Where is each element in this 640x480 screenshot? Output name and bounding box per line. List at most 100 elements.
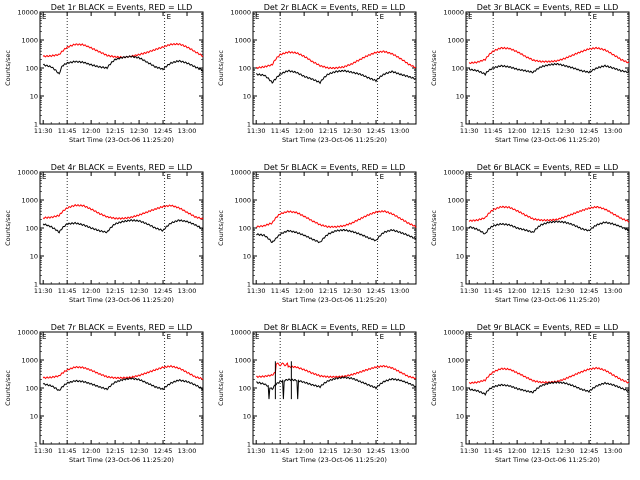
x-tick-label: 12:30 xyxy=(556,447,575,455)
plot-frame xyxy=(252,331,417,445)
series-events-line xyxy=(468,62,630,77)
e-marker: E xyxy=(42,13,46,21)
series-lld-line xyxy=(468,366,630,385)
x-tick-label: 12:00 xyxy=(82,447,101,455)
y-tick-label: 10 xyxy=(456,253,464,261)
plot-frame xyxy=(39,331,204,445)
panel-chart-svg: Det 4r BLACK = Events, RED = LLD 1 10 100 10… xyxy=(4,163,204,304)
series-lld-line xyxy=(42,203,204,220)
x-tick-label: 12:00 xyxy=(295,447,314,455)
y-tick-label: 100 xyxy=(452,385,464,393)
detector-panel-1: Det 1r BLACK = Events, RED = LLD 1 10 100 10… xyxy=(0,0,213,160)
x-tick-label: 13:00 xyxy=(391,287,410,295)
x-tick-label: 12:30 xyxy=(130,447,149,455)
x-tick-label: 12:30 xyxy=(556,127,575,135)
y-tick-label: 1 xyxy=(247,281,251,289)
y-tick-label: 100 xyxy=(239,65,251,73)
detector-panel-2: Det 2r BLACK = Events, RED = LLD 1 10 100 10… xyxy=(213,0,426,160)
x-tick-label: 12:45 xyxy=(580,447,599,455)
x-tick-label: 13:00 xyxy=(178,287,197,295)
e-marker: E xyxy=(468,13,472,21)
y-tick-label: 1000 xyxy=(21,357,38,365)
e-marker: E xyxy=(255,173,259,181)
e-marker: E xyxy=(380,333,384,341)
series-events-line xyxy=(42,377,204,391)
x-axis-label: Start Time (23-Oct-06 11:25:20) xyxy=(69,136,174,144)
x-axis-label: Start Time (23-Oct-06 11:25:20) xyxy=(69,296,174,304)
x-tick-label: 12:15 xyxy=(532,447,551,455)
panel-title: Det 2r BLACK = Events, RED = LLD xyxy=(264,3,406,12)
y-tick-label: 100 xyxy=(26,385,38,393)
series-events-line xyxy=(42,55,204,75)
x-tick-label: 12:15 xyxy=(319,127,338,135)
y-tick-label: 10 xyxy=(456,93,464,101)
e-marker: E xyxy=(380,13,384,21)
x-tick-label: 11:45 xyxy=(58,447,77,455)
x-axis-label: Start Time (23-Oct-06 11:25:20) xyxy=(495,136,600,144)
x-tick-label: 13:00 xyxy=(604,447,623,455)
y-tick-label: 1 xyxy=(247,441,251,449)
e-marker: E xyxy=(167,333,171,341)
y-tick-label: 1 xyxy=(34,441,38,449)
panel-chart-svg: Det 3r BLACK = Events, RED = LLD 1 10 100 10… xyxy=(430,3,630,144)
y-tick-label: 1000 xyxy=(234,197,251,205)
y-tick-label: 10 xyxy=(30,93,38,101)
plot-frame xyxy=(465,11,630,125)
y-tick-label: 10 xyxy=(30,253,38,261)
series-events-line xyxy=(255,69,417,85)
x-tick-label: 11:45 xyxy=(58,127,77,135)
y-tick-label: 1000 xyxy=(234,37,251,45)
y-tick-label: 10 xyxy=(30,413,38,421)
x-tick-label: 13:00 xyxy=(178,447,197,455)
series-lld-line xyxy=(468,205,630,223)
x-tick-label: 12:30 xyxy=(343,127,362,135)
y-tick-label: 10000 xyxy=(443,9,464,17)
panel-title: Det 5r BLACK = Events, RED = LLD xyxy=(264,163,406,172)
x-tick-label: 12:15 xyxy=(319,287,338,295)
series-lld-line xyxy=(256,209,417,229)
x-tick-label: 12:45 xyxy=(154,127,173,135)
x-tick-label: 12:00 xyxy=(82,287,101,295)
x-tick-label: 11:45 xyxy=(271,287,290,295)
e-marker: E xyxy=(593,173,597,181)
x-tick-label: 12:00 xyxy=(508,127,527,135)
x-tick-label: 12:45 xyxy=(367,287,386,295)
y-tick-label: 100 xyxy=(239,385,251,393)
y-tick-label: 10000 xyxy=(443,169,464,177)
y-tick-label: 1000 xyxy=(447,357,464,365)
y-tick-label: 1 xyxy=(247,121,251,129)
x-tick-label: 12:30 xyxy=(130,127,149,135)
detector-panel-9: Det 9r BLACK = Events, RED = LLD 1 10 100 10… xyxy=(426,320,639,480)
y-tick-label: 1 xyxy=(34,281,38,289)
plot-frame xyxy=(39,11,204,125)
x-tick-label: 12:30 xyxy=(343,287,362,295)
panel-chart-svg: Det 6r BLACK = Events, RED = LLD 1 10 100 10… xyxy=(430,163,630,304)
y-tick-label: 1 xyxy=(34,121,38,129)
x-tick-label: 11:30 xyxy=(34,287,53,295)
x-tick-label: 13:00 xyxy=(178,127,197,135)
x-tick-label: 12:45 xyxy=(154,447,173,455)
x-tick-label: 13:00 xyxy=(391,127,410,135)
x-tick-label: 11:30 xyxy=(247,287,266,295)
e-marker: E xyxy=(468,333,472,341)
y-tick-label: 10000 xyxy=(230,169,251,177)
x-tick-label: 12:30 xyxy=(130,287,149,295)
x-tick-label: 11:45 xyxy=(484,447,503,455)
x-tick-label: 12:45 xyxy=(367,447,386,455)
series-events-line xyxy=(468,381,630,397)
y-axis-label: Counts/sec xyxy=(217,210,225,246)
x-tick-label: 11:30 xyxy=(460,127,479,135)
y-axis-label: Counts/sec xyxy=(217,370,225,406)
e-marker: E xyxy=(167,13,171,21)
y-axis-label: Counts/sec xyxy=(4,50,12,86)
panel-chart-svg: Det 9r BLACK = Events, RED = LLD 1 10 100 10… xyxy=(430,323,630,464)
x-tick-label: 12:45 xyxy=(580,127,599,135)
x-tick-label: 12:30 xyxy=(556,287,575,295)
e-marker: E xyxy=(380,173,384,181)
detector-panel-8: Det 8r BLACK = Events, RED = LLD 1 10 100 10… xyxy=(213,320,426,480)
y-tick-label: 1 xyxy=(460,441,464,449)
y-tick-label: 100 xyxy=(239,225,251,233)
y-tick-label: 1 xyxy=(460,121,464,129)
series-events-line xyxy=(256,228,417,244)
y-tick-label: 1000 xyxy=(21,197,38,205)
